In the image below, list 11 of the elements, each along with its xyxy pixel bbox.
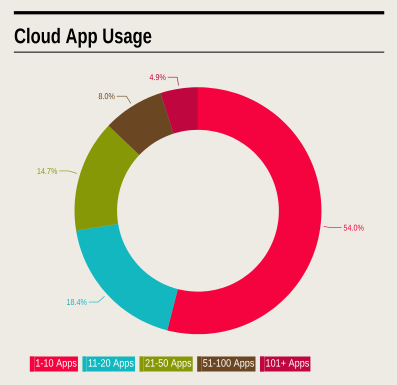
legend-label: 21-50 Apps [145, 359, 192, 369]
data-label: 18.4% [67, 298, 87, 305]
data-label: 4.9% [150, 74, 166, 80]
data-label: 8.0% [98, 93, 115, 100]
chart-title: Cloud App Usage [14, 28, 152, 48]
legend-label: 101+ Apps [266, 359, 310, 369]
data-label: 14.7% [37, 168, 58, 174]
data-label: 54.0% [344, 224, 364, 231]
legend-label: 51-100 Apps [203, 359, 254, 369]
legend-label: 1-10 Apps [36, 359, 77, 369]
legend-label: 11-20 Apps [88, 359, 134, 369]
